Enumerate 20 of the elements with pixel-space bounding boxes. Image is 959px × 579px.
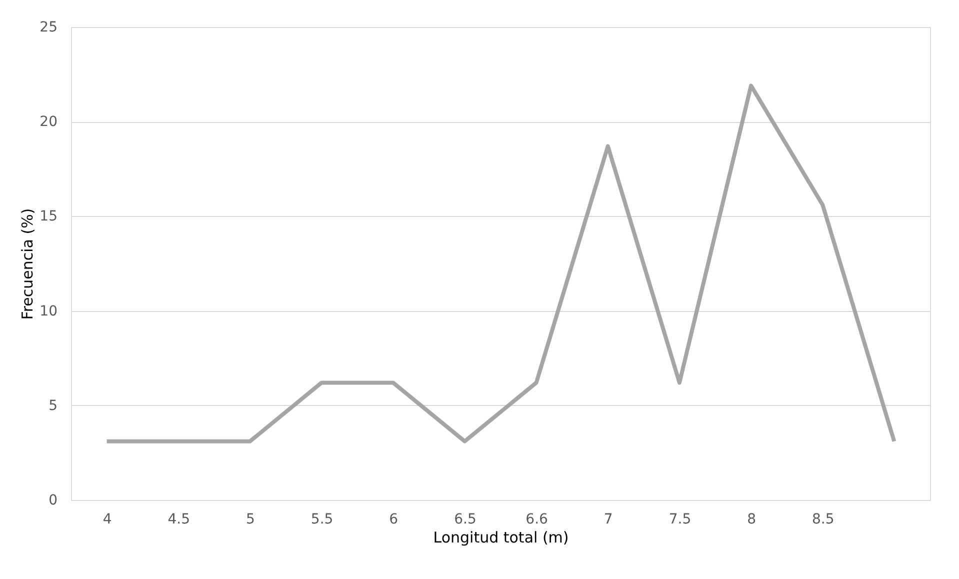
x-tick-label: 6 xyxy=(389,512,398,528)
x-tick-label: 4.5 xyxy=(168,512,190,528)
y-tick-label: 10 xyxy=(40,303,58,320)
y-tick-label: 0 xyxy=(48,492,58,508)
line-series xyxy=(104,84,896,444)
y-axis-title: Frecuencia (%) xyxy=(18,208,37,320)
x-tick-label: 4 xyxy=(102,512,112,528)
y-tick-label: 5 xyxy=(48,398,58,414)
y-tick-label: 15 xyxy=(40,208,58,225)
x-tick-label: 6.6 xyxy=(526,512,548,528)
x-tick-label: 8 xyxy=(747,512,756,528)
x-tick-label: 5.5 xyxy=(310,512,334,528)
x-tick-label: 5 xyxy=(246,512,255,528)
y-tick-label: 20 xyxy=(40,114,58,130)
y-tick-label: 25 xyxy=(40,20,58,36)
x-tick-label: 8.5 xyxy=(812,512,834,528)
x-tick-label: 7 xyxy=(604,512,613,528)
x-tick-label: 7.5 xyxy=(668,512,692,528)
x-axis-title: Longitud total (m) xyxy=(433,528,569,546)
x-tick-label: 6.5 xyxy=(454,512,476,528)
